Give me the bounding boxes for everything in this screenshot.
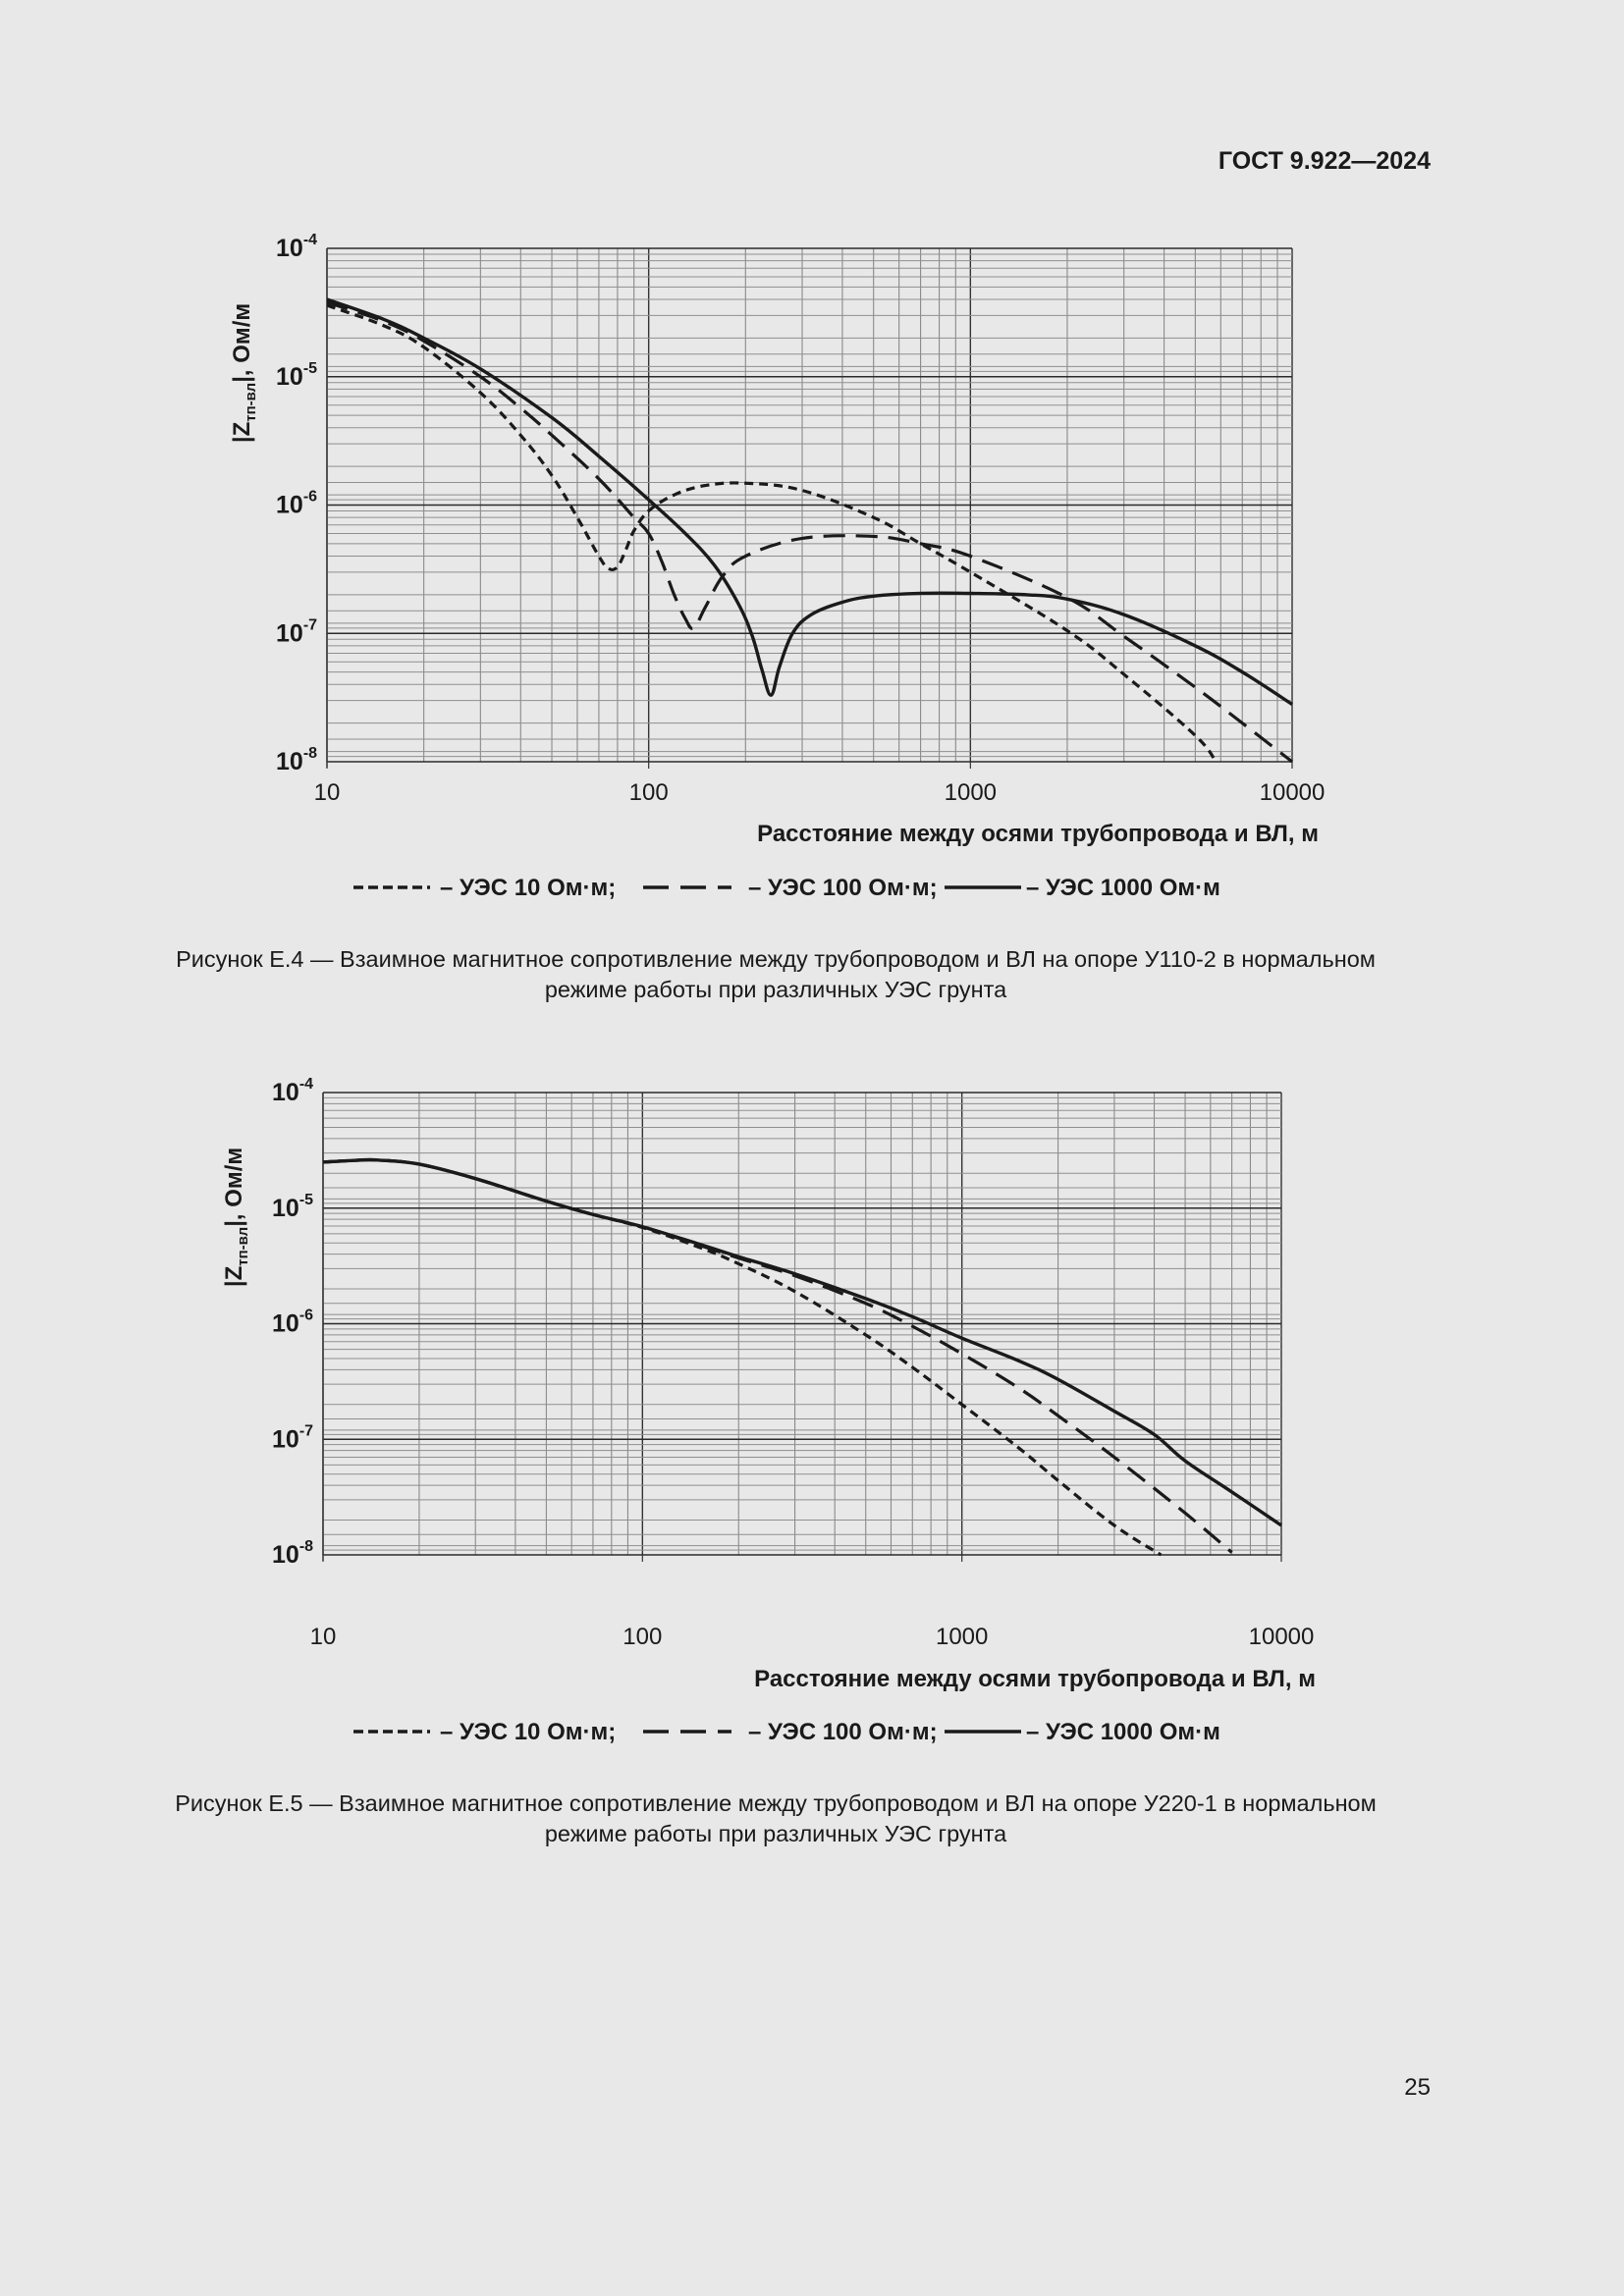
legend-label-2: – УЭС 100 Ом·м; (748, 875, 938, 901)
y-tick-label: 10-4 (272, 1076, 313, 1106)
chart-figure-e5: 10 100 1000 10000 10-8 10-7 10-6 10-5 10-4 |Zтп-в… (221, 1076, 1316, 1745)
series-line-2 (323, 1157, 1233, 1554)
series-line-3 (323, 1157, 1282, 1527)
x-axis-label: Расстояние между осями трубопровода и ВЛ… (757, 821, 1319, 847)
x-tick-label: 100 (629, 779, 669, 806)
grid-lines (326, 247, 1293, 769)
x-tick-label: 100 (623, 1624, 662, 1650)
legend-label-1: – УЭС 10 Ом·м; (440, 1719, 616, 1745)
caption-line-2: режиме работы при различных УЭС грунта (544, 1821, 1007, 1846)
figure-e5-caption: Рисунок Е.5 — Взаимное магнитное сопроти… (98, 1789, 1453, 1849)
legend-label-3: – УЭС 1000 Ом·м (1026, 875, 1220, 901)
y-axis-label: |Zтп-вл|, Ом/м (229, 303, 259, 443)
caption-line-2: режиме работы при различных УЭС грунта (544, 977, 1007, 1002)
y-tick-label: 10-6 (272, 1308, 313, 1338)
y-tick-label: 10-6 (276, 489, 317, 519)
document-code: ГОСТ 9.922—2024 (1218, 147, 1431, 175)
caption-line-1: Рисунок Е.4 — Взаимное магнитное сопроти… (176, 946, 1376, 972)
y-tick-label: 10-5 (272, 1192, 313, 1222)
y-tick-labels: 10-8 10-7 10-6 10-5 10-4 (272, 1076, 313, 1569)
x-tick-labels: 10 100 1000 10000 (310, 1624, 1315, 1650)
x-tick-label: 10000 (1260, 779, 1326, 806)
x-tick-label: 10 (314, 779, 341, 806)
y-tick-label: 10-8 (272, 1538, 313, 1569)
x-tick-label: 1000 (945, 779, 997, 806)
legend-label-1: – УЭС 10 Ом·м; (440, 875, 616, 901)
x-tick-labels: 10 100 1000 10000 (314, 779, 1326, 806)
series-line-2 (327, 300, 1293, 764)
x-tick-label: 10 (310, 1624, 337, 1650)
y-axis-label: |Zтп-вл|, Ом/м (221, 1148, 251, 1287)
x-tick-label: 10000 (1249, 1624, 1315, 1650)
legend-label-2: – УЭС 100 Ом·м; (748, 1719, 938, 1745)
x-tick-label: 1000 (936, 1624, 988, 1650)
series-line-1 (327, 303, 1218, 763)
y-tick-label: 10-7 (272, 1422, 313, 1453)
x-axis-label: Расстояние между осями трубопровода и ВЛ… (754, 1666, 1316, 1692)
series-line-3 (327, 297, 1293, 706)
figure-e4-caption: Рисунок Е.4 — Взаимное магнитное сопроти… (98, 944, 1453, 1005)
data-series (327, 297, 1293, 764)
caption-line-1: Рисунок Е.5 — Взаимное магнитное сопроти… (175, 1790, 1377, 1816)
legend-label-3: – УЭС 1000 Ом·м (1026, 1719, 1220, 1745)
chart-legend: – УЭС 10 Ом·м; – УЭС 100 Ом·м; – УЭС 1000 … (353, 1719, 1220, 1745)
grid-lines (322, 1092, 1282, 1562)
chart-legend: – УЭС 10 Ом·м; – УЭС 100 Ом·м; – УЭС 1000 … (353, 875, 1220, 901)
chart-figure-e4: 10 100 1000 1000010-810-710-610-510-4|Zтп-в… (229, 232, 1326, 901)
y-tick-label: 10-8 (276, 745, 317, 775)
data-series (323, 1157, 1282, 1557)
page-number: 25 (1404, 2074, 1431, 2101)
